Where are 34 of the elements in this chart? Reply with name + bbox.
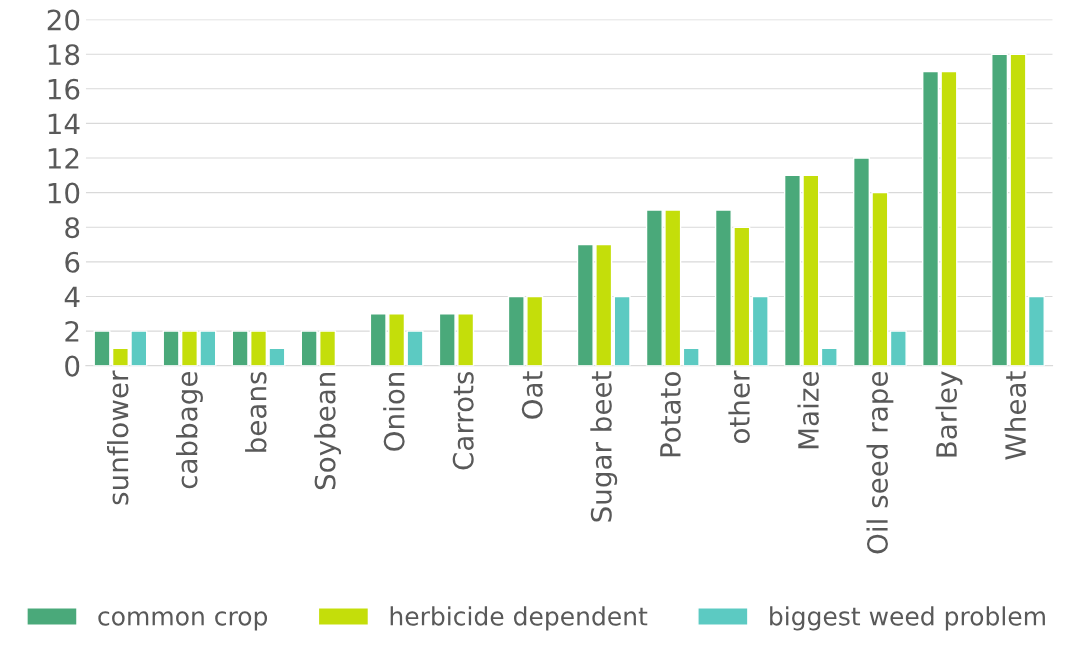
y-tick-label: 6 — [65, 251, 80, 273]
y-tick-label: 16 — [48, 78, 80, 100]
bar — [406, 330, 424, 366]
bar — [751, 295, 769, 366]
y-tick-label: 4 — [64, 286, 80, 308]
y-tick-label: 12 — [48, 147, 79, 169]
y-tick-label: 2 — [65, 321, 79, 342]
y-tick-label: 20 — [47, 9, 80, 31]
y-tick-label: 8 — [65, 217, 80, 239]
legend-label: herbicide dependent — [390, 606, 648, 631]
x-tick-label: Maize — [797, 372, 819, 449]
x-tick-label: Oil seed rape — [866, 372, 894, 554]
x-tick-label: Barley — [935, 371, 963, 457]
y-tick-label: 14 — [48, 113, 80, 134]
x-tick-label: Wheat — [1004, 371, 1027, 460]
x-tick-label: Soybean — [314, 372, 342, 490]
x-tick-label: Carrots — [452, 371, 474, 470]
y-tick-label: 10 — [48, 182, 80, 204]
y-tick-label: 18 — [48, 44, 80, 66]
legend-label: common crop — [98, 611, 268, 631]
x-tick-label: Onion — [383, 372, 405, 451]
bar — [820, 347, 838, 366]
x-tick-label: Sugar beet — [590, 371, 618, 522]
x-tick-label: other — [728, 370, 750, 444]
bar — [613, 295, 631, 366]
bar — [889, 330, 907, 366]
x-tick-label: sunflower — [107, 370, 129, 505]
bar — [682, 347, 700, 366]
x-tick-label: Oat — [521, 371, 543, 419]
y-tick-label: 0 — [65, 355, 80, 377]
x-tick-label: beans — [245, 371, 267, 452]
x-tick-label: Potato — [660, 372, 681, 457]
legend-label: biggest weed problem — [770, 606, 1045, 631]
x-tick-label: cabbage — [176, 372, 203, 489]
